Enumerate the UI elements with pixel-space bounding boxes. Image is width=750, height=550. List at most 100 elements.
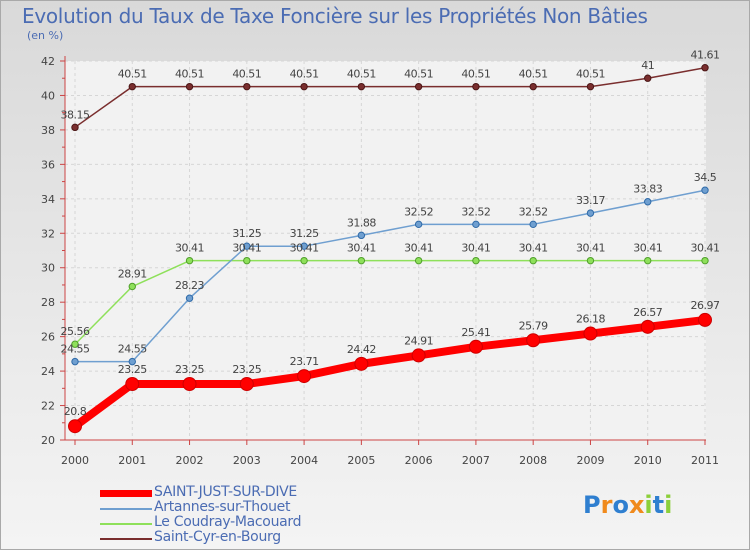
series-line-saint-cyr: [74, 66, 706, 129]
data-label-le-coudray: 30.41: [232, 242, 261, 255]
data-point-saint-just: [411, 348, 426, 363]
data-label-saint-cyr: 41: [641, 59, 654, 72]
data-point-saint-just: [125, 377, 140, 392]
legend-swatch-saint-cyr: [100, 538, 152, 540]
data-label-artannes: 24.55: [61, 343, 90, 356]
data-point-saint-cyr: [71, 123, 79, 132]
data-label-saint-cyr: 38.15: [61, 108, 90, 121]
data-point-le-coudray: [71, 340, 79, 348]
y-tick-label: 36: [41, 158, 55, 171]
data-label-saint-cyr: 40.51: [232, 68, 261, 81]
data-label-artannes: 31.25: [290, 227, 319, 240]
y-tick-label: 20: [41, 434, 55, 447]
y-tick-label: 38: [41, 124, 55, 137]
data-label-le-coudray: 25.56: [61, 325, 90, 338]
legend-swatch-artannes: [100, 508, 152, 510]
series-line-artannes: [74, 189, 706, 363]
data-point-saint-just: [354, 356, 369, 371]
data-point-artannes: [357, 231, 366, 240]
data-label-artannes: 32.52: [404, 205, 433, 218]
logo-letter: r: [600, 491, 613, 519]
data-label-saint-just: 20.8: [64, 405, 87, 418]
data-point-artannes: [586, 209, 595, 217]
data-label-saint-just: 25.79: [519, 319, 548, 332]
data-point-saint-just: [239, 377, 254, 392]
data-label-saint-cyr: 40.51: [347, 68, 376, 81]
data-point-le-coudray: [472, 256, 480, 265]
x-tick-label: 2006: [405, 454, 433, 467]
data-point-saint-just: [468, 339, 483, 354]
data-point-saint-cyr: [529, 82, 537, 91]
proxiti-logo: Proxiti: [583, 491, 672, 519]
y-tick-label: 32: [41, 227, 55, 240]
data-label-saint-cyr: 40.51: [404, 68, 433, 81]
data-label-artannes: 31.25: [232, 227, 261, 240]
data-point-le-coudray: [128, 282, 136, 291]
data-label-saint-cyr: 41.61: [691, 49, 720, 62]
logo-letter: i: [664, 491, 673, 519]
logo-letter: P: [583, 491, 601, 519]
data-point-saint-cyr: [414, 82, 423, 91]
data-point-artannes: [701, 186, 709, 194]
data-point-artannes: [128, 357, 136, 366]
y-axis-unit: (en %): [27, 29, 64, 42]
data-label-saint-just: 26.57: [633, 306, 662, 319]
y-tick-label: 42: [41, 55, 55, 68]
data-label-artannes: 32.52: [519, 205, 548, 218]
data-label-saint-cyr: 40.51: [175, 68, 204, 81]
data-point-saint-cyr: [472, 82, 480, 91]
y-tick-label: 28: [41, 296, 55, 309]
x-tick-label: 2005: [347, 454, 375, 467]
y-tick-label: 26: [41, 331, 55, 344]
data-point-saint-just: [640, 319, 655, 334]
data-point-artannes: [529, 220, 537, 229]
series-line-le-coudray: [74, 259, 706, 345]
data-label-le-coudray: 30.41: [461, 242, 490, 255]
data-point-le-coudray: [185, 256, 194, 265]
data-point-saint-cyr: [185, 82, 194, 91]
data-label-saint-just: 24.91: [404, 334, 433, 347]
data-label-saint-just: 26.97: [691, 299, 720, 312]
series-line-saint-just: [71, 315, 709, 431]
legend-swatch-le-coudray: [100, 523, 152, 525]
data-point-le-coudray: [644, 256, 652, 265]
data-point-le-coudray: [414, 256, 423, 265]
x-tick-label: 2011: [691, 454, 719, 467]
y-tick-label: 30: [41, 262, 55, 275]
data-label-le-coudray: 30.41: [576, 242, 605, 255]
data-point-le-coudray: [357, 256, 366, 265]
data-point-artannes: [472, 220, 480, 229]
data-label-saint-just: 25.41: [461, 326, 490, 339]
data-label-artannes: 33.83: [633, 183, 662, 196]
data-label-saint-just: 26.18: [576, 313, 605, 326]
data-label-le-coudray: 30.41: [691, 242, 720, 255]
data-label-artannes: 24.55: [118, 343, 147, 356]
logo-letter: i: [644, 491, 653, 519]
data-label-le-coudray: 28.91: [118, 268, 147, 281]
x-tick-label: 2010: [634, 454, 662, 467]
data-label-artannes: 32.52: [461, 205, 490, 218]
data-point-artannes: [414, 220, 423, 229]
y-tick-label: 40: [41, 89, 55, 102]
data-point-le-coudray: [701, 256, 709, 265]
x-tick-label: 2003: [233, 454, 261, 467]
data-point-artannes: [644, 198, 652, 206]
logo-letter: o: [612, 491, 629, 519]
data-point-le-coudray: [300, 256, 308, 265]
data-label-artannes: 28.23: [175, 279, 204, 292]
data-point-le-coudray: [243, 256, 251, 265]
y-tick-label: 34: [41, 193, 55, 206]
data-point-saint-just: [526, 333, 541, 348]
y-tick-label: 24: [41, 365, 55, 378]
data-point-artannes: [185, 294, 194, 302]
data-label-le-coudray: 30.41: [404, 242, 433, 255]
legend-label: Artannes-sur-Thouet: [154, 499, 291, 515]
data-label-saint-just: 23.25: [232, 363, 261, 376]
data-point-saint-just: [698, 312, 712, 327]
x-tick-label: 2008: [519, 454, 547, 467]
data-point-saint-cyr: [586, 82, 595, 91]
y-tick-label: 22: [41, 400, 55, 413]
data-label-saint-just: 23.71: [290, 355, 319, 368]
data-point-saint-cyr: [644, 74, 652, 82]
